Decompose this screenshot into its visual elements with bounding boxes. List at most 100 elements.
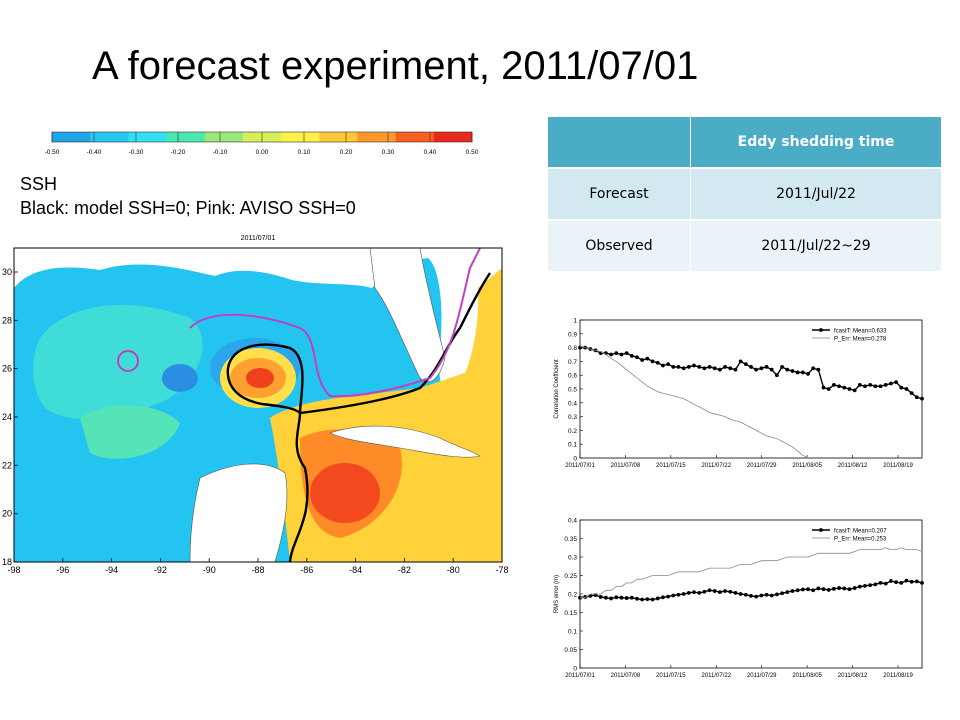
series-point [609,352,613,357]
series-point [676,365,681,369]
series-point [718,590,722,595]
series-point [883,382,888,387]
series-point [894,380,898,384]
series-point [842,586,847,591]
y-tick-label: 0.15 [564,610,577,617]
series-point [795,588,800,593]
series-point [749,593,753,598]
series-point [712,589,717,593]
colorbar-tick-label: -0.10 [213,149,228,156]
map-layer [14,248,502,562]
series-point [847,587,852,592]
x-tick-label: 2011/08/12 [838,463,868,469]
series-point [671,593,676,598]
slide-title: A forecast experiment, 2011/07/01 [92,44,699,88]
series-point [899,581,904,585]
series-point [920,396,924,401]
cuba-land [329,425,481,458]
series-point [852,586,857,590]
series-point [873,384,878,389]
map-x-tick-label: -78 [495,565,508,575]
series-point [728,589,733,594]
map-y-tick-label: 20 [2,509,12,519]
series-point [883,581,888,586]
correlation-chart: 0 0.1 0.2 0.3 0.4 0.5 0.6 0.7 0.8 0.9 1 2011/07/01 2… [554,318,924,469]
series-point [769,367,774,372]
series-point [904,387,909,391]
series-point [863,583,867,588]
y-tick-label: 0.4 [568,518,577,525]
series-point [661,363,665,368]
ssh-colorbar: -0.50 -0.40 -0.30 -0.20 -0.10 0.00 0.10 0.20 0.3… [45,131,479,156]
series-point [909,579,914,584]
series-point [800,370,805,375]
warm-strip [450,268,502,418]
colorbar-tick-label: -0.30 [129,149,144,156]
legend-label: P_Err: Mean=0.253 [834,537,887,543]
y-tick-label: 0.35 [564,536,577,543]
y-tick-label: 0.1 [568,442,577,449]
series-point [733,590,738,595]
y-axis-label: RMS error (m) [554,575,560,613]
series-point [868,583,873,588]
series-point [857,584,862,589]
y-tick-label: 0 [573,666,577,673]
series-point [775,373,779,378]
series-point [671,365,676,369]
eddy-core [246,368,274,388]
series-point [614,595,619,600]
series-point [764,365,769,369]
series-point [640,358,645,362]
x-tick-label: 2011/07/15 [656,673,686,679]
series-point [780,365,784,369]
x-tick-label: 2011/07/01 [565,463,595,469]
map-x-tick-label: -88 [251,565,264,575]
y-axis-label: Correlation Coefficient [554,359,560,419]
y-tick-label: 0.2 [568,592,577,599]
x-tick-label: 2011/08/12 [838,673,868,679]
series-point [723,589,727,593]
legend-marker [819,328,823,332]
colorbar-swatch [90,132,129,142]
warm-core [310,463,380,523]
series-point [785,367,790,372]
map-x-tick-label: -82 [398,565,411,575]
series-point [754,367,759,372]
colorbar-tick-label: 0.30 [382,149,395,156]
series-point [811,366,816,371]
series-point [800,587,805,592]
colorbar-tick-label: 0.10 [298,149,311,156]
x-tick-label: 2011/07/29 [747,673,777,679]
series-point [624,596,629,600]
aviso-ssh-contour [117,350,139,372]
series-point [785,590,790,595]
series-point [894,580,898,585]
series-point [816,586,821,591]
colorbar-tick-label: 0.00 [256,149,269,156]
series-point [661,595,665,600]
colorbar-swatch [204,132,244,142]
series-point [645,356,650,361]
series-point [650,359,655,364]
series-point [614,351,619,356]
y-tick-label: 1 [573,318,577,325]
series-point [697,590,702,595]
series-point [795,370,800,375]
y-tick-label: 0.6 [568,373,577,380]
map-y-tick-label: 26 [2,364,12,374]
series-point [723,365,727,369]
map-date-label: 2011/07/01 [241,235,276,242]
series-point [666,362,670,367]
series-point [645,597,650,602]
x-tick-label: 2011/07/15 [656,463,686,469]
table-cell-label: Forecast [548,168,691,221]
table-cell-value: 2011/Jul/22~29 [690,220,941,271]
table-cell-value: 2011/Jul/22 [690,168,941,221]
series-point [769,593,774,598]
colorbar-tick-label: -0.50 [45,149,60,156]
series-point [857,382,862,387]
x-tick-label: 2011/07/22 [701,463,731,469]
series-point [852,388,857,393]
series-point [692,363,696,368]
map-y-tick-label: 24 [2,412,12,422]
